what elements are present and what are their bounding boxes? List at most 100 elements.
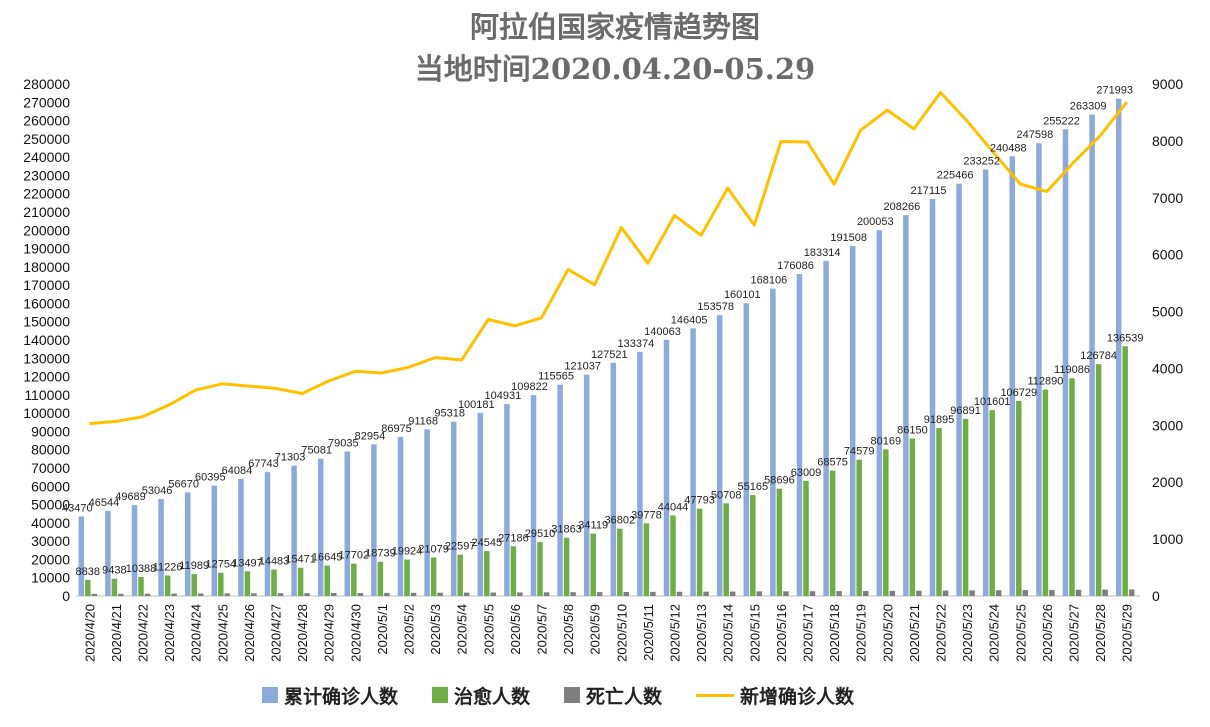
x-tick-label: 2020/4/28 — [295, 604, 310, 662]
data-label: 208266 — [884, 201, 921, 213]
bar — [490, 592, 497, 596]
x-tick-label: 2020/5/1 — [375, 604, 390, 655]
x-tick-label: 2020/5/10 — [614, 604, 629, 662]
bar — [995, 590, 1002, 596]
bars-group — [78, 98, 1135, 597]
data-label: 64084 — [222, 465, 253, 477]
bar — [716, 315, 723, 596]
y-tick-label: 240000 — [23, 149, 70, 165]
x-tick-label: 2020/5/28 — [1093, 604, 1108, 662]
data-label: 255222 — [1043, 115, 1080, 127]
data-label: 16645 — [312, 552, 343, 564]
y-tick-label: 80000 — [31, 442, 70, 458]
x-tick-label: 2020/5/9 — [588, 604, 603, 655]
legend-swatch-new-cases — [696, 693, 735, 697]
x-tick-label: 2020/5/4 — [455, 604, 470, 655]
x-tick-label: 2020/5/19 — [854, 604, 869, 662]
x-tick-label: 2020/5/8 — [561, 604, 576, 655]
bar — [1009, 156, 1016, 596]
data-label: 50708 — [711, 489, 742, 501]
bar — [969, 590, 975, 596]
bar — [477, 412, 484, 596]
data-label: 9438 — [102, 565, 126, 577]
data-label: 8838 — [76, 566, 100, 578]
data-label: 240488 — [990, 142, 1027, 154]
y-tick-label: 230000 — [23, 167, 70, 183]
data-label: 153578 — [697, 301, 734, 313]
bar — [450, 421, 457, 596]
bar — [1075, 589, 1082, 596]
bar — [703, 591, 709, 596]
data-label: 121037 — [564, 361, 601, 373]
bar — [962, 418, 969, 596]
legend-swatch-recovered — [432, 687, 449, 703]
legend-swatch-deaths — [564, 687, 581, 703]
bar — [889, 590, 896, 596]
data-label: 119086 — [1054, 364, 1090, 376]
x-tick-label: 2020/4/24 — [189, 604, 204, 662]
y-tick-label: 130000 — [23, 350, 70, 366]
data-label: 13497 — [232, 557, 263, 569]
data-label: 91168 — [408, 415, 438, 427]
bar — [929, 198, 936, 596]
data-label: 109822 — [511, 381, 548, 393]
bar — [463, 592, 470, 596]
bar — [570, 592, 576, 596]
x-tick-label: 2020/4/20 — [82, 604, 97, 662]
data-label: 19924 — [392, 546, 423, 558]
bar — [457, 554, 463, 596]
bar — [663, 339, 670, 596]
data-label: 233252 — [963, 155, 1000, 167]
bar — [537, 542, 543, 596]
bar — [849, 245, 856, 596]
bar — [729, 591, 736, 596]
bar — [344, 451, 351, 596]
data-label: 31863 — [551, 524, 582, 536]
x-tick-label: 2020/5/21 — [907, 604, 922, 662]
y2-tick-label: 9000 — [1152, 76, 1183, 92]
bar — [277, 593, 284, 596]
bar — [989, 410, 995, 596]
bar — [244, 571, 251, 596]
x-tick-label: 2020/5/7 — [535, 604, 550, 655]
data-label: 115565 — [538, 371, 574, 383]
data-label: 10388 — [126, 563, 157, 575]
data-label: 86975 — [381, 423, 412, 435]
y-tick-label: 180000 — [23, 259, 70, 275]
bar — [1089, 114, 1095, 596]
bar — [676, 591, 683, 596]
bar — [504, 404, 510, 596]
bar — [903, 215, 909, 596]
bar — [1069, 378, 1075, 596]
data-label: 67743 — [248, 458, 279, 470]
bar — [776, 488, 783, 596]
legend-item-deaths: 死亡人数 — [564, 682, 662, 709]
bar — [304, 593, 310, 596]
bar — [956, 183, 962, 597]
data-label: 22597 — [445, 541, 476, 553]
y-tick-label: 150000 — [23, 314, 70, 330]
x-tick-label: 2020/4/26 — [242, 604, 257, 662]
data-label: 56670 — [168, 478, 199, 490]
y-tick-label: 40000 — [31, 515, 70, 531]
y-tick-label: 160000 — [23, 295, 70, 311]
chart-title: 阿拉伯国家疫情趋势图 — [469, 10, 760, 44]
x-tick-label: 2020/4/29 — [322, 604, 337, 662]
y-tick-label: 140000 — [23, 332, 70, 348]
bar — [357, 592, 364, 596]
data-label: 140063 — [644, 326, 681, 338]
data-label: 39778 — [631, 509, 662, 521]
bar — [1115, 98, 1122, 597]
bar — [1062, 129, 1069, 596]
x-tick-label: 2020/5/11 — [641, 604, 656, 661]
x-tick-label: 2020/5/20 — [880, 604, 895, 662]
bar — [517, 592, 523, 596]
x-tick-label: 2020/5/26 — [1040, 604, 1055, 662]
x-tick-label: 2020/4/21 — [109, 604, 124, 662]
data-label: 71303 — [275, 452, 306, 464]
bar — [410, 592, 417, 596]
legend-item-cumulative: 累计确诊人数 — [262, 682, 398, 709]
bar — [643, 523, 650, 596]
bar — [105, 510, 111, 596]
y-tick-label: 190000 — [23, 241, 70, 257]
